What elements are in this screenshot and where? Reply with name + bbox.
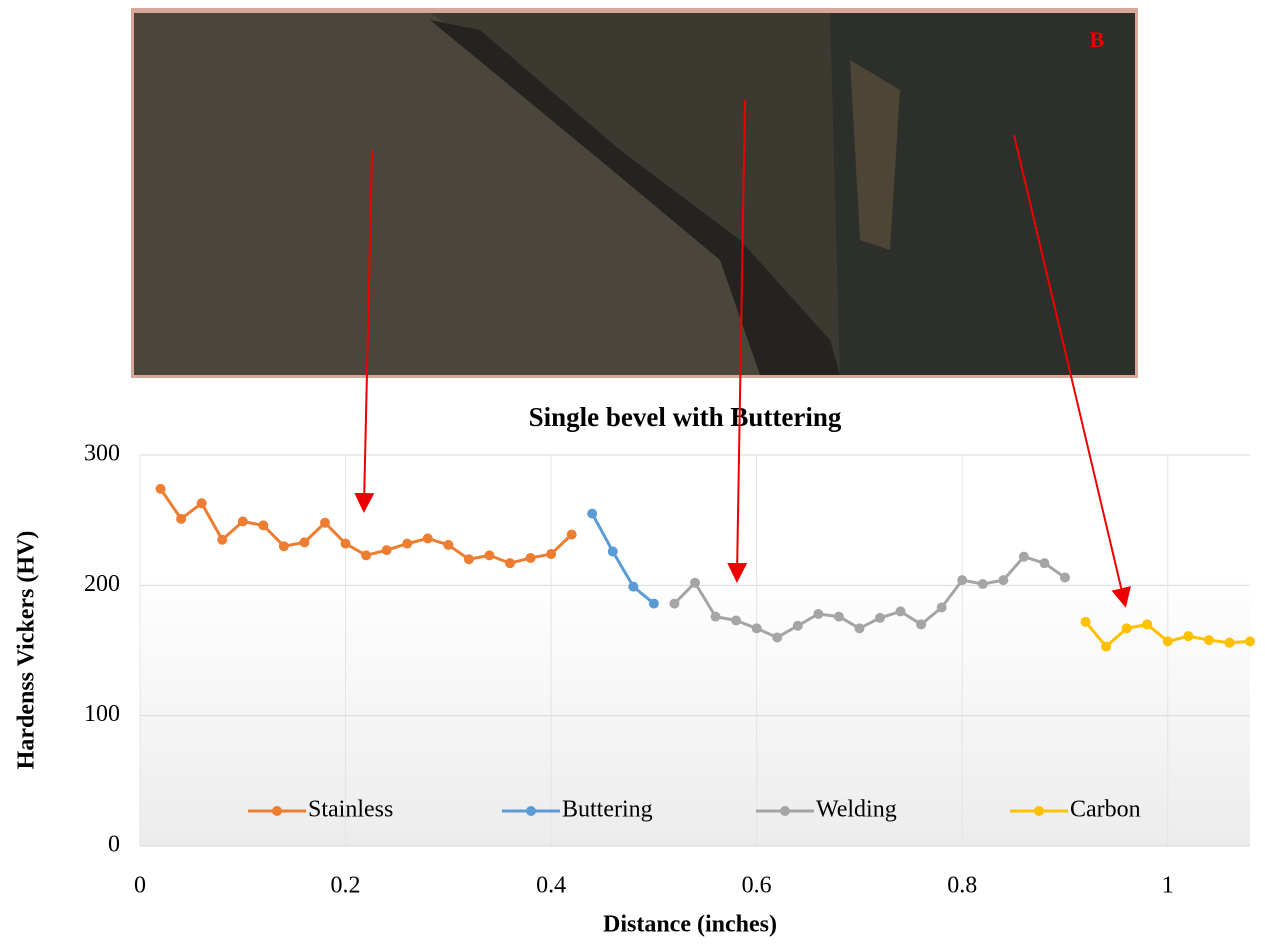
- legend-label: Buttering: [562, 797, 653, 823]
- legend-label: Stainless: [308, 797, 393, 823]
- data-point: [1101, 641, 1112, 652]
- x-tick-label: 1: [1162, 873, 1174, 899]
- data-point: [690, 577, 700, 588]
- data-point: [361, 550, 372, 561]
- y-axis-title: Hardenss Vickers (HV): [14, 531, 40, 770]
- data-point: [1080, 616, 1091, 627]
- legend-marker: [272, 806, 282, 816]
- y-tick-label: 100: [84, 701, 120, 727]
- data-point: [1245, 636, 1255, 647]
- data-point: [854, 623, 865, 634]
- data-point: [546, 549, 557, 560]
- data-point: [936, 602, 947, 613]
- data-point: [607, 546, 618, 557]
- arrow: [727, 99, 748, 583]
- y-tick-label: 300: [84, 441, 120, 467]
- data-point: [258, 520, 269, 531]
- data-point: [525, 552, 536, 563]
- series-line: [590, 512, 655, 605]
- data-point: [484, 550, 495, 561]
- data-point: [1224, 637, 1235, 648]
- data-point: [648, 598, 659, 609]
- x-tick-label: 0.2: [331, 873, 361, 899]
- x-axis-title: Distance (inches): [603, 912, 777, 938]
- x-tick-label: 0.6: [742, 873, 772, 899]
- data-point: [772, 632, 783, 643]
- data-point: [196, 498, 207, 509]
- data-point: [998, 575, 1009, 586]
- data-point: [278, 541, 289, 552]
- data-point: [751, 623, 762, 634]
- plot-area: [140, 455, 1250, 846]
- data-point: [463, 554, 474, 565]
- data-point: [895, 606, 906, 617]
- y-tick-label: 200: [84, 571, 120, 597]
- x-tick-label: 0: [134, 873, 146, 899]
- data-point: [957, 575, 968, 586]
- y-tick-label: 0: [108, 832, 120, 858]
- data-point: [710, 611, 721, 622]
- chart-title: Single bevel with Buttering: [529, 402, 842, 432]
- data-point: [381, 545, 392, 556]
- arrow: [1013, 134, 1131, 608]
- data-point: [1183, 631, 1194, 642]
- legend-label: Carbon: [1070, 797, 1141, 823]
- data-point: [340, 538, 351, 549]
- arrow: [354, 149, 375, 513]
- data-point: [402, 538, 413, 549]
- legend-marker: [780, 806, 790, 816]
- data-point: [1142, 619, 1153, 630]
- data-point: [628, 581, 639, 592]
- data-point: [155, 483, 166, 494]
- data-point: [1203, 635, 1214, 646]
- data-point: [422, 533, 433, 544]
- photo: B: [131, 8, 1138, 378]
- legend-label: Welding: [816, 797, 897, 823]
- data-point: [792, 620, 803, 631]
- x-tick-label: 0.8: [947, 873, 977, 899]
- data-point: [1060, 572, 1070, 583]
- data-point: [566, 529, 577, 540]
- data-point: [505, 558, 515, 569]
- arrows: [354, 99, 1131, 608]
- data-point: [217, 534, 228, 545]
- data-point: [875, 612, 885, 623]
- data-point: [916, 619, 927, 630]
- data-point: [176, 513, 187, 524]
- data-point: [1018, 551, 1029, 562]
- data-point: [731, 615, 742, 626]
- data-point: [443, 539, 454, 550]
- data-point: [833, 611, 844, 622]
- data-point: [977, 579, 988, 590]
- data-point: [299, 537, 310, 548]
- photo-label: B: [1090, 27, 1105, 52]
- data-point: [320, 517, 330, 528]
- data-point: [1039, 558, 1050, 569]
- x-tick-label: 0.4: [536, 873, 566, 899]
- legend-marker: [526, 806, 536, 816]
- data-point: [587, 508, 598, 519]
- legend-marker: [1034, 806, 1044, 816]
- data-point: [237, 516, 248, 527]
- data-point: [1162, 636, 1173, 647]
- data-point: [669, 598, 680, 609]
- data-point: [1121, 623, 1132, 634]
- data-point: [813, 609, 824, 620]
